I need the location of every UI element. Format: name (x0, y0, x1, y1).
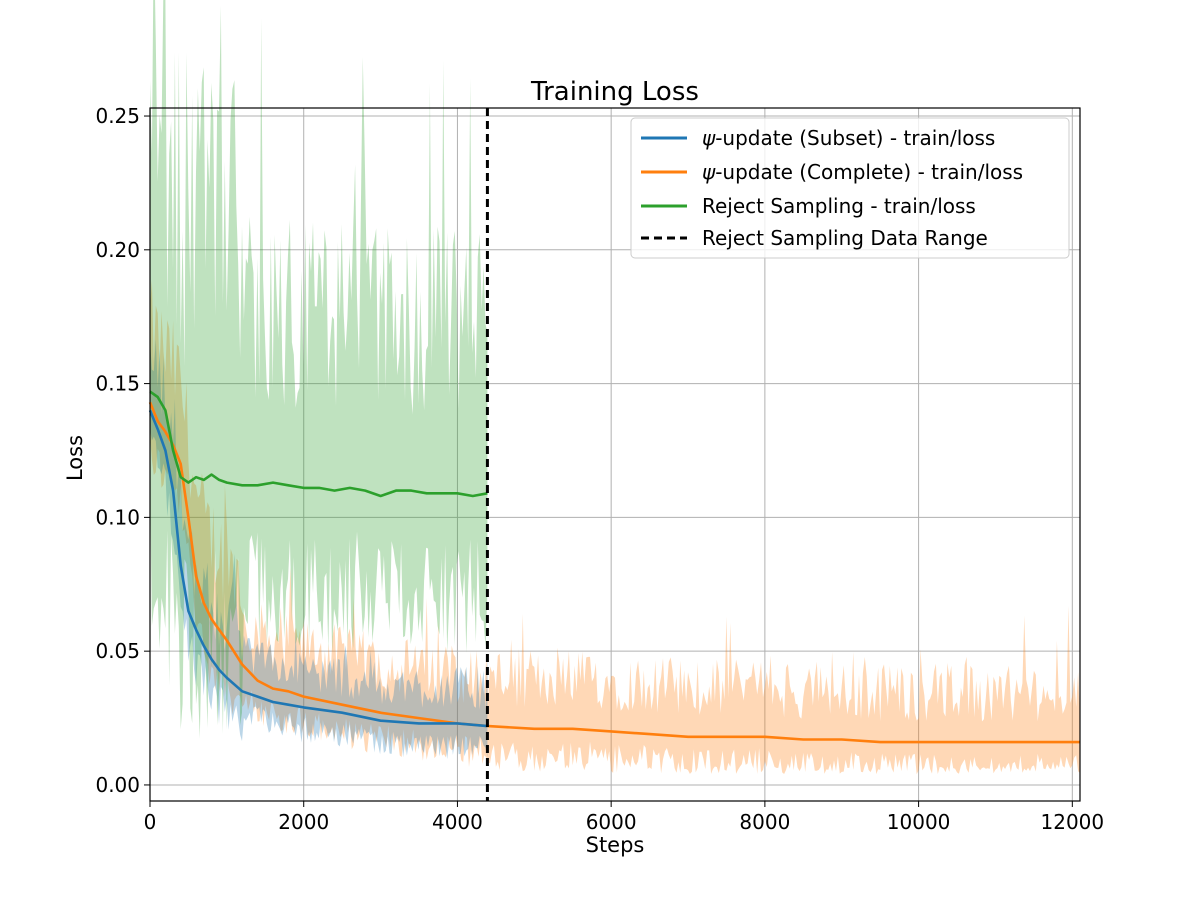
y-tick-label: 0.20 (95, 238, 140, 262)
raw-band-2 (150, 0, 488, 739)
smoothed-line-2 (149, 390, 488, 498)
smoothed-line-1 (148, 409, 488, 728)
y-tick-label: 0.05 (95, 639, 140, 663)
smoothed-loss-lines (148, 390, 1080, 744)
legend-box (630, 117, 1070, 259)
legend-label-subset: -update (Subset) - train/loss (715, 126, 995, 150)
y-tick-label: 0.25 (95, 104, 140, 128)
x-axis-label: Steps (586, 833, 645, 857)
raw-band-0 (150, 280, 1080, 775)
x-axis-ticks: 0 2000 4000 6000 8000 10000 12000 (144, 801, 1104, 834)
smoothed-line-0 (148, 401, 1080, 744)
legend: ψ-update (Subset) - train/loss ψ-update … (630, 117, 1070, 259)
legend-psi-symbol: ψ (702, 126, 716, 150)
legend-label-data-range: Reject Sampling Data Range (702, 226, 988, 250)
legend-entry-subset: ψ-update (Subset) - train/loss (702, 126, 995, 150)
x-tick-label: 0 (144, 810, 157, 834)
y-tick-label: 0.10 (95, 505, 140, 529)
y-tick-label: 0.00 (95, 773, 140, 797)
legend-entry-complete: ψ-update (Complete) - train/loss (702, 160, 1023, 184)
chart-title: Training Loss (530, 77, 699, 107)
y-axis-ticks: 0.00 0.05 0.10 0.15 0.20 0.25 (95, 104, 150, 797)
x-tick-label: 4000 (432, 810, 483, 834)
legend-label-reject: Reject Sampling - train/loss (702, 194, 976, 218)
x-tick-label: 2000 (278, 810, 329, 834)
y-tick-label: 0.15 (95, 372, 140, 396)
plot-frame (149, 107, 1081, 802)
x-tick-label: 10000 (887, 810, 951, 834)
legend-psi-symbol: ψ (702, 160, 716, 184)
x-tick-label: 6000 (586, 810, 637, 834)
x-tick-label: 8000 (739, 810, 790, 834)
x-tick-label: 12000 (1041, 810, 1105, 834)
y-axis-label: Loss (63, 435, 87, 481)
legend-label-complete: -update (Complete) - train/loss (715, 160, 1023, 184)
grid (149, 108, 1080, 801)
